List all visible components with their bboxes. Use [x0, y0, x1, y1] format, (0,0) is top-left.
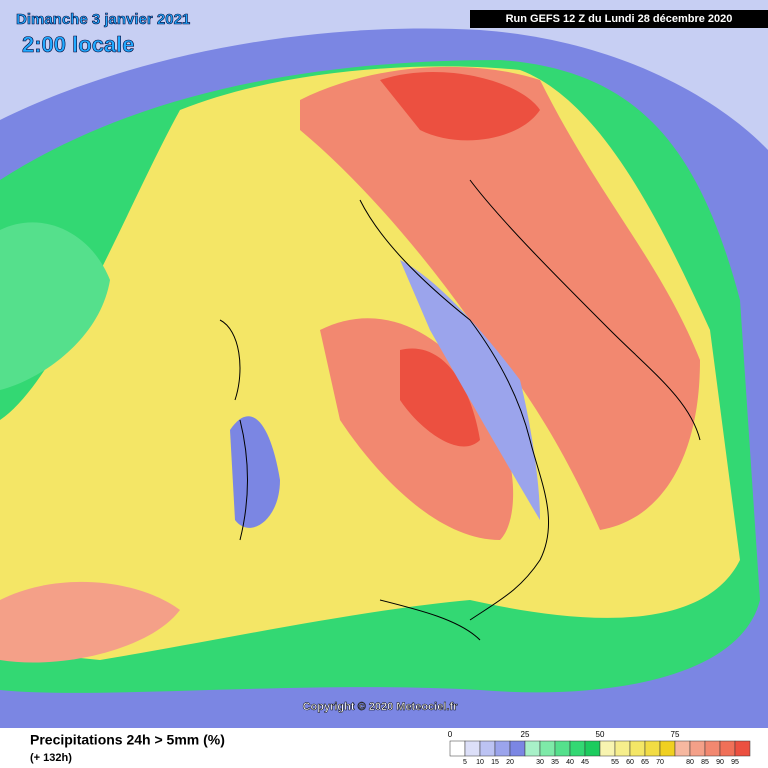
legend-bottom-label: 5	[463, 759, 467, 766]
legend-top-label: 0	[448, 730, 453, 739]
legend-swatch	[734, 740, 751, 757]
legend-swatch	[449, 740, 466, 757]
footer-title: Precipitations 24h > 5mm (%)	[30, 732, 225, 748]
legend-bottom-label: 30	[536, 759, 544, 766]
legend-swatch	[479, 740, 496, 757]
legend-swatch	[554, 740, 571, 757]
legend-swatch	[599, 740, 616, 757]
legend-swatch	[689, 740, 706, 757]
copyright: Copyright © 2020 Meteociel.fr	[303, 701, 459, 713]
legend-swatch	[569, 740, 586, 757]
legend-bottom-label: 95	[731, 759, 739, 766]
footer-lead: (+ 132h)	[30, 752, 72, 764]
legend-bottom-label: 10	[476, 759, 484, 766]
legend-top-label: 25	[521, 730, 530, 739]
legend-swatch	[704, 740, 721, 757]
legend: 0 25 50 75 5 10 15 20 30 35 40 45 55 60 65 70 80 85 90 95	[448, 730, 751, 766]
legend-swatch	[539, 740, 556, 757]
run-banner	[470, 10, 768, 28]
legend-bottom-label: 85	[701, 759, 709, 766]
legend-swatch	[644, 740, 661, 757]
coastlines	[219, 179, 701, 641]
legend-bottom-label: 40	[566, 759, 574, 766]
legend-bottom-label: 45	[581, 759, 589, 766]
time-label: 2:00 locale	[22, 32, 135, 57]
legend-bottom-label: 20	[506, 759, 514, 766]
legend-swatch	[524, 740, 541, 757]
legend-bottom-label: 15	[491, 759, 499, 766]
legend-bottom-label: 90	[716, 759, 724, 766]
legend-bottom-label: 80	[686, 759, 694, 766]
legend-bottom-label: 60	[626, 759, 634, 766]
legend-swatch	[674, 740, 691, 757]
precip-field	[0, 28, 768, 728]
legend-bottom-label: 35	[551, 759, 559, 766]
legend-swatch	[614, 740, 631, 757]
legend-swatch	[464, 740, 481, 757]
date-label: Dimanche 3 janvier 2021	[16, 11, 190, 28]
legend-top-label: 75	[671, 730, 680, 739]
legend-bottom-label: 55	[611, 759, 619, 766]
legend-swatch	[584, 740, 601, 757]
legend-swatch	[719, 740, 736, 757]
legend-top-label: 50	[596, 730, 605, 739]
legend-swatch	[659, 740, 676, 757]
run-label: Run GEFS 12 Z du Lundi 28 décembre 2020	[506, 13, 733, 25]
legend-bottom-label: 70	[656, 759, 664, 766]
legend-swatch	[629, 740, 646, 757]
legend-bottom-label: 65	[641, 759, 649, 766]
legend-swatch	[494, 740, 511, 757]
legend-swatch	[509, 740, 526, 757]
